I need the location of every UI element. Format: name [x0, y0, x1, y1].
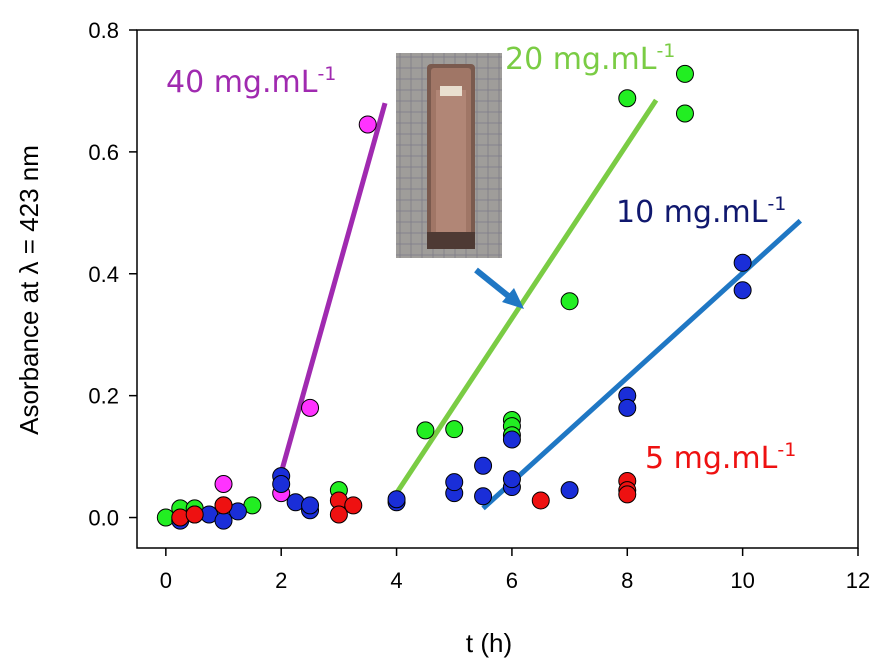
- data-point: [618, 485, 637, 504]
- data-point: [445, 473, 464, 492]
- data-point: [214, 496, 233, 515]
- x-tick-label: 0: [160, 568, 172, 593]
- y-tick-label: 0.0: [88, 506, 119, 531]
- cuvette-photo: [396, 53, 502, 258]
- data-point: [618, 398, 637, 417]
- series-label-10: 10 mg.mL-1: [616, 193, 786, 230]
- y-tick-label: 0.8: [88, 18, 119, 43]
- y-axis-title: Asorbance at λ = 423 nm: [14, 145, 44, 435]
- data-point: [502, 430, 521, 449]
- axis-ticks: 0 2 4 6 8 10 12 0.0 0.2 0.4 0.6 0.8: [88, 18, 870, 593]
- x-tick-label: 12: [846, 568, 870, 593]
- data-point: [272, 475, 291, 494]
- data-point: [502, 470, 521, 489]
- x-axis-title: t (h): [466, 628, 512, 658]
- x-tick-label: 6: [506, 568, 518, 593]
- data-point: [214, 511, 233, 530]
- series-label-40: 40 mg.mL-1: [166, 63, 336, 100]
- data-point: [329, 505, 348, 524]
- data-point: [733, 253, 752, 272]
- trend-line: [394, 98, 659, 495]
- data-points: [156, 64, 752, 530]
- data-point: [474, 456, 493, 475]
- data-point: [675, 104, 694, 123]
- series-label-20: 20 mg.mL-1: [505, 40, 675, 77]
- arrow-annotation: [474, 267, 524, 309]
- data-point: [474, 487, 493, 506]
- data-point: [358, 115, 377, 134]
- data-point: [531, 491, 550, 510]
- plot-border: [136, 29, 859, 549]
- plot-frame: [136, 29, 859, 549]
- y-tick-label: 0.4: [88, 262, 119, 287]
- data-point: [301, 398, 320, 417]
- data-point: [344, 496, 363, 515]
- series-label-5: 5 mg.mL-1: [645, 439, 796, 476]
- y-tick-label: 0.6: [88, 140, 119, 165]
- data-point: [387, 490, 406, 509]
- x-tick-label: 10: [730, 568, 754, 593]
- x-tick-label: 2: [275, 568, 287, 593]
- data-point: [675, 64, 694, 83]
- y-tick-label: 0.2: [88, 384, 119, 409]
- data-point: [301, 496, 320, 515]
- x-tick-label: 4: [390, 568, 402, 593]
- trend-line: [273, 102, 388, 494]
- data-point: [185, 505, 204, 524]
- data-point: [733, 281, 752, 300]
- data-point: [416, 421, 435, 440]
- data-point: [214, 475, 233, 494]
- x-tick-label: 8: [621, 568, 633, 593]
- data-point: [560, 292, 579, 311]
- data-point: [445, 420, 464, 439]
- data-point: [618, 89, 637, 108]
- data-point: [560, 481, 579, 500]
